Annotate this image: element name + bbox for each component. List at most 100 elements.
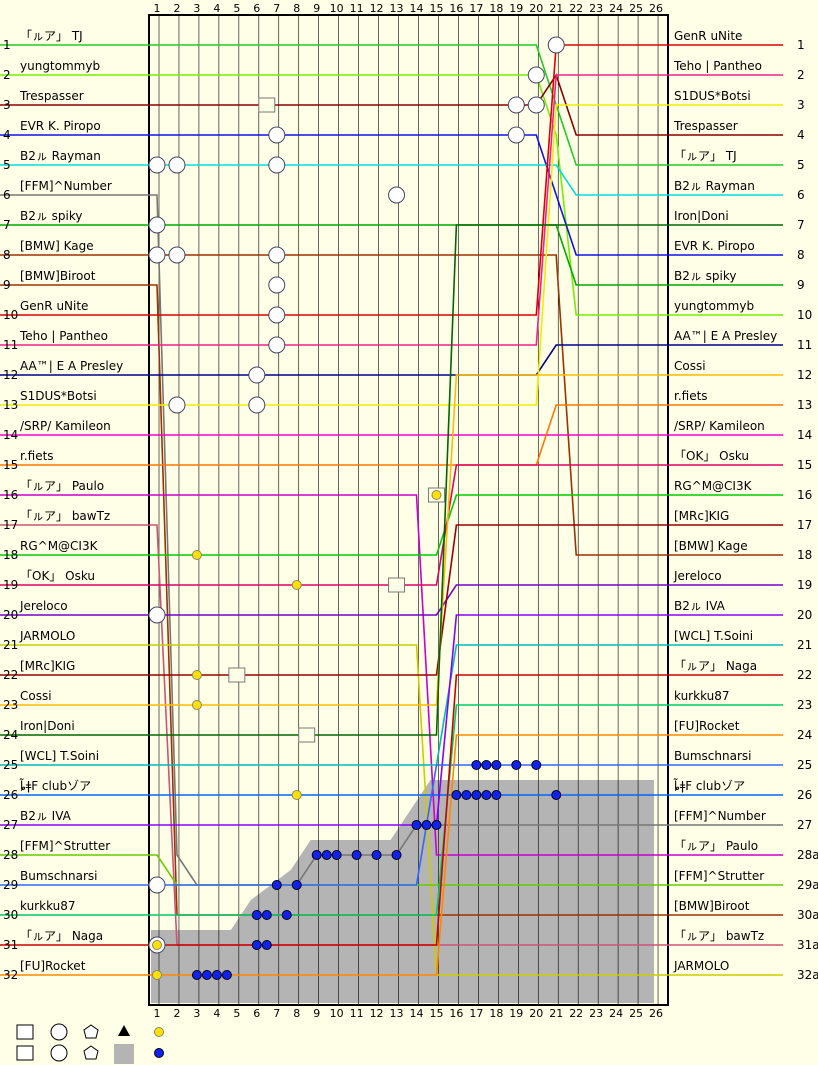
lap-tick-label-bottom: 20 (529, 1007, 543, 1020)
lap-tick-label-top: 16 (449, 2, 463, 15)
left-position-number: 16 (3, 488, 18, 502)
left-position-number: 11 (3, 338, 18, 352)
right-position-label: 22 (797, 668, 812, 682)
right-position-label: 28a (797, 848, 818, 862)
series-line (149, 74, 668, 316)
right-driver-label: Bumschnarsi (674, 749, 751, 763)
right-driver-label: JARMOLO (673, 959, 729, 973)
left-position-number: 19 (3, 578, 18, 592)
series-line (149, 644, 668, 766)
right-position-label: 2 (797, 68, 805, 82)
left-driver-label: GenR uNite (20, 299, 88, 313)
series-line (149, 74, 668, 346)
series-line (149, 614, 668, 826)
yellow-dot-marker (191, 700, 202, 710)
circle-marker (168, 246, 186, 264)
lap-tick-label-bottom: 24 (609, 1007, 623, 1020)
series-line (149, 104, 668, 406)
lap-tick-label-top: 3 (193, 2, 200, 15)
lap-tick-label-bottom: 6 (253, 1007, 260, 1020)
left-driver-label: [FFM]^Number (20, 179, 112, 193)
left-driver-label: 「ㇽア」 Naga (20, 929, 103, 943)
left-driver-label: [FU]Rocket (20, 959, 86, 973)
blue-dot-marker (371, 850, 382, 860)
blue-dot-marker (411, 820, 422, 830)
blue-dot-marker (391, 850, 402, 860)
blue-dot-marker (281, 910, 292, 920)
left-driver-label: /SRP/ Kamileon (20, 419, 111, 433)
left-position-number: 24 (3, 728, 18, 742)
right-driver-label: [BMW] Kage (674, 539, 748, 553)
left-position-number: 29 (3, 878, 18, 892)
left-driver-label: [MRc]KIG (20, 659, 75, 673)
series-line (149, 224, 668, 286)
right-position-label: 26 (797, 788, 812, 802)
circle-marker (268, 126, 286, 144)
lap-tick-label-top: 23 (589, 2, 603, 15)
left-position-number: 2 (3, 68, 11, 82)
blue-dot-marker (201, 970, 212, 980)
series-line (149, 404, 668, 466)
square-marker (298, 727, 316, 743)
lap-tick-label-bottom: 9 (313, 1007, 320, 1020)
left-driver-label: Jereloco (19, 599, 68, 613)
left-driver-label: 「OK」 Osku (20, 569, 95, 583)
lap-tick-label-bottom: 13 (390, 1007, 404, 1020)
circle-marker (148, 246, 166, 264)
left-position-number: 31 (3, 938, 18, 952)
left-driver-label: S1DUS*Botsi (20, 389, 97, 403)
right-driver-label: GenR uNite (674, 29, 742, 43)
lap-tick-label-bottom: 2 (173, 1007, 180, 1020)
circle-marker (148, 606, 166, 624)
lap-tick-label-bottom: 15 (429, 1007, 443, 1020)
left-position-number: 4 (3, 128, 11, 142)
right-driver-label: Iron|Doni (674, 209, 729, 223)
legend-pentagon-icon (83, 1024, 99, 1039)
right-position-label: 17 (797, 518, 812, 532)
lap-tick-label-top: 7 (273, 2, 280, 15)
right-driver-label: [WCL] T.Soini (674, 629, 753, 643)
left-driver-label: [BMW]Biroot (20, 269, 96, 283)
left-driver-label: Teho | Pantheo (19, 329, 108, 343)
lap-tick-label-bottom: 21 (549, 1007, 563, 1020)
circle-marker (268, 156, 286, 174)
right-driver-label: kurkku87 (674, 689, 730, 703)
legend-triangle-icon (118, 1025, 130, 1036)
blue-dot-marker (471, 760, 482, 770)
circle-marker (148, 156, 166, 174)
right-position-label: 1 (797, 38, 805, 52)
right-position-label: 30a (797, 908, 818, 922)
blue-dot-marker (551, 790, 562, 800)
yellow-dot-marker (291, 580, 302, 590)
blue-dot-marker (251, 910, 262, 920)
series-line (149, 44, 668, 166)
right-position-label: 10 (797, 308, 812, 322)
legend-square-icon (16, 1045, 34, 1061)
right-position-label: 11 (797, 338, 812, 352)
right-driver-label: ȴ̃ǂF clubゾア (674, 778, 745, 793)
right-position-label: 6 (797, 188, 805, 202)
right-driver-label: r.fiets (674, 389, 708, 403)
left-position-number: 5 (3, 158, 11, 172)
right-position-label: 13 (797, 398, 812, 412)
blue-dot-marker (321, 850, 332, 860)
circle-marker (268, 276, 286, 294)
circle-marker (248, 366, 266, 384)
lap-tick-label-top: 21 (549, 2, 563, 15)
blue-dot-marker (191, 970, 202, 980)
left-position-number: 8 (3, 248, 11, 262)
left-driver-label: AA™| E A Presley (20, 359, 123, 373)
left-driver-label: [FFM]^Strutter (20, 839, 110, 853)
left-position-number: 17 (3, 518, 18, 532)
yellow-dot-marker (191, 670, 202, 680)
right-position-label: 23 (797, 698, 812, 712)
left-driver-label: kurkku87 (20, 899, 76, 913)
legend-circle-icon (50, 1023, 68, 1041)
right-driver-label: [FFM]^Number (674, 809, 766, 823)
circle-marker (268, 336, 286, 354)
yellow-dot-marker (191, 550, 202, 560)
lap-tick-label-bottom: 12 (370, 1007, 384, 1020)
left-position-number: 20 (3, 608, 18, 622)
series-line (149, 134, 668, 256)
left-driver-label: ȴ̃ǂF clubゾア (20, 778, 91, 793)
